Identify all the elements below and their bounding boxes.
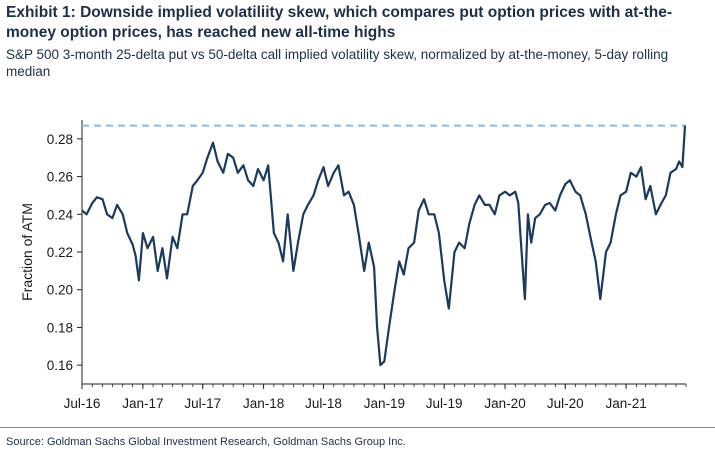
y-tick-label: 0.26 [47,170,73,185]
y-tick-label: 0.28 [47,132,73,147]
x-tick-label: Jul-18 [305,396,342,411]
skew-series-line [81,125,687,367]
x-tick-label: Jan-17 [122,396,163,411]
y-tick-label: 0.18 [47,320,73,335]
series-group [81,125,687,367]
x-tick-label: Jan-20 [484,396,525,411]
y-axis-title: Fraction of ATM [19,203,35,301]
chart-title: Exhibit 1: Downside implied volatiliity … [6,4,673,41]
footer-rule [0,427,715,428]
chart-axes [77,120,687,389]
x-tick-labels: Jul-16 Jan-17 Jul-17 Jan-18 Jul-18 Jan-19 Jul-… [64,396,647,411]
chart-area: 0.16 0.18 0.20 0.22 0.24 0.26 0.28 Jul-16 Jan-1… [19,120,687,411]
x-tick-label: Jul-16 [64,396,101,411]
x-tick-label: Jan-19 [364,396,405,411]
x-tick-label: Jan-21 [605,396,646,411]
y-tick-label: 0.20 [47,283,73,298]
x-tick-label: Jul-20 [547,396,584,411]
y-tick-label: 0.24 [47,207,74,222]
y-tick-label: 0.22 [47,245,73,260]
x-tick-label: Jul-19 [426,396,463,411]
x-tick-label: Jul-17 [184,396,221,411]
y-tick-labels: 0.16 0.18 0.20 0.22 0.24 0.26 0.28 [47,132,74,373]
source-note: Source: Goldman Sachs Global Investment … [6,436,406,448]
x-tick-label: Jan-18 [243,396,284,411]
chart-subtitle: S&P 500 3-month 25-delta put vs 50-delta… [6,47,669,79]
y-tick-label: 0.16 [47,358,73,373]
